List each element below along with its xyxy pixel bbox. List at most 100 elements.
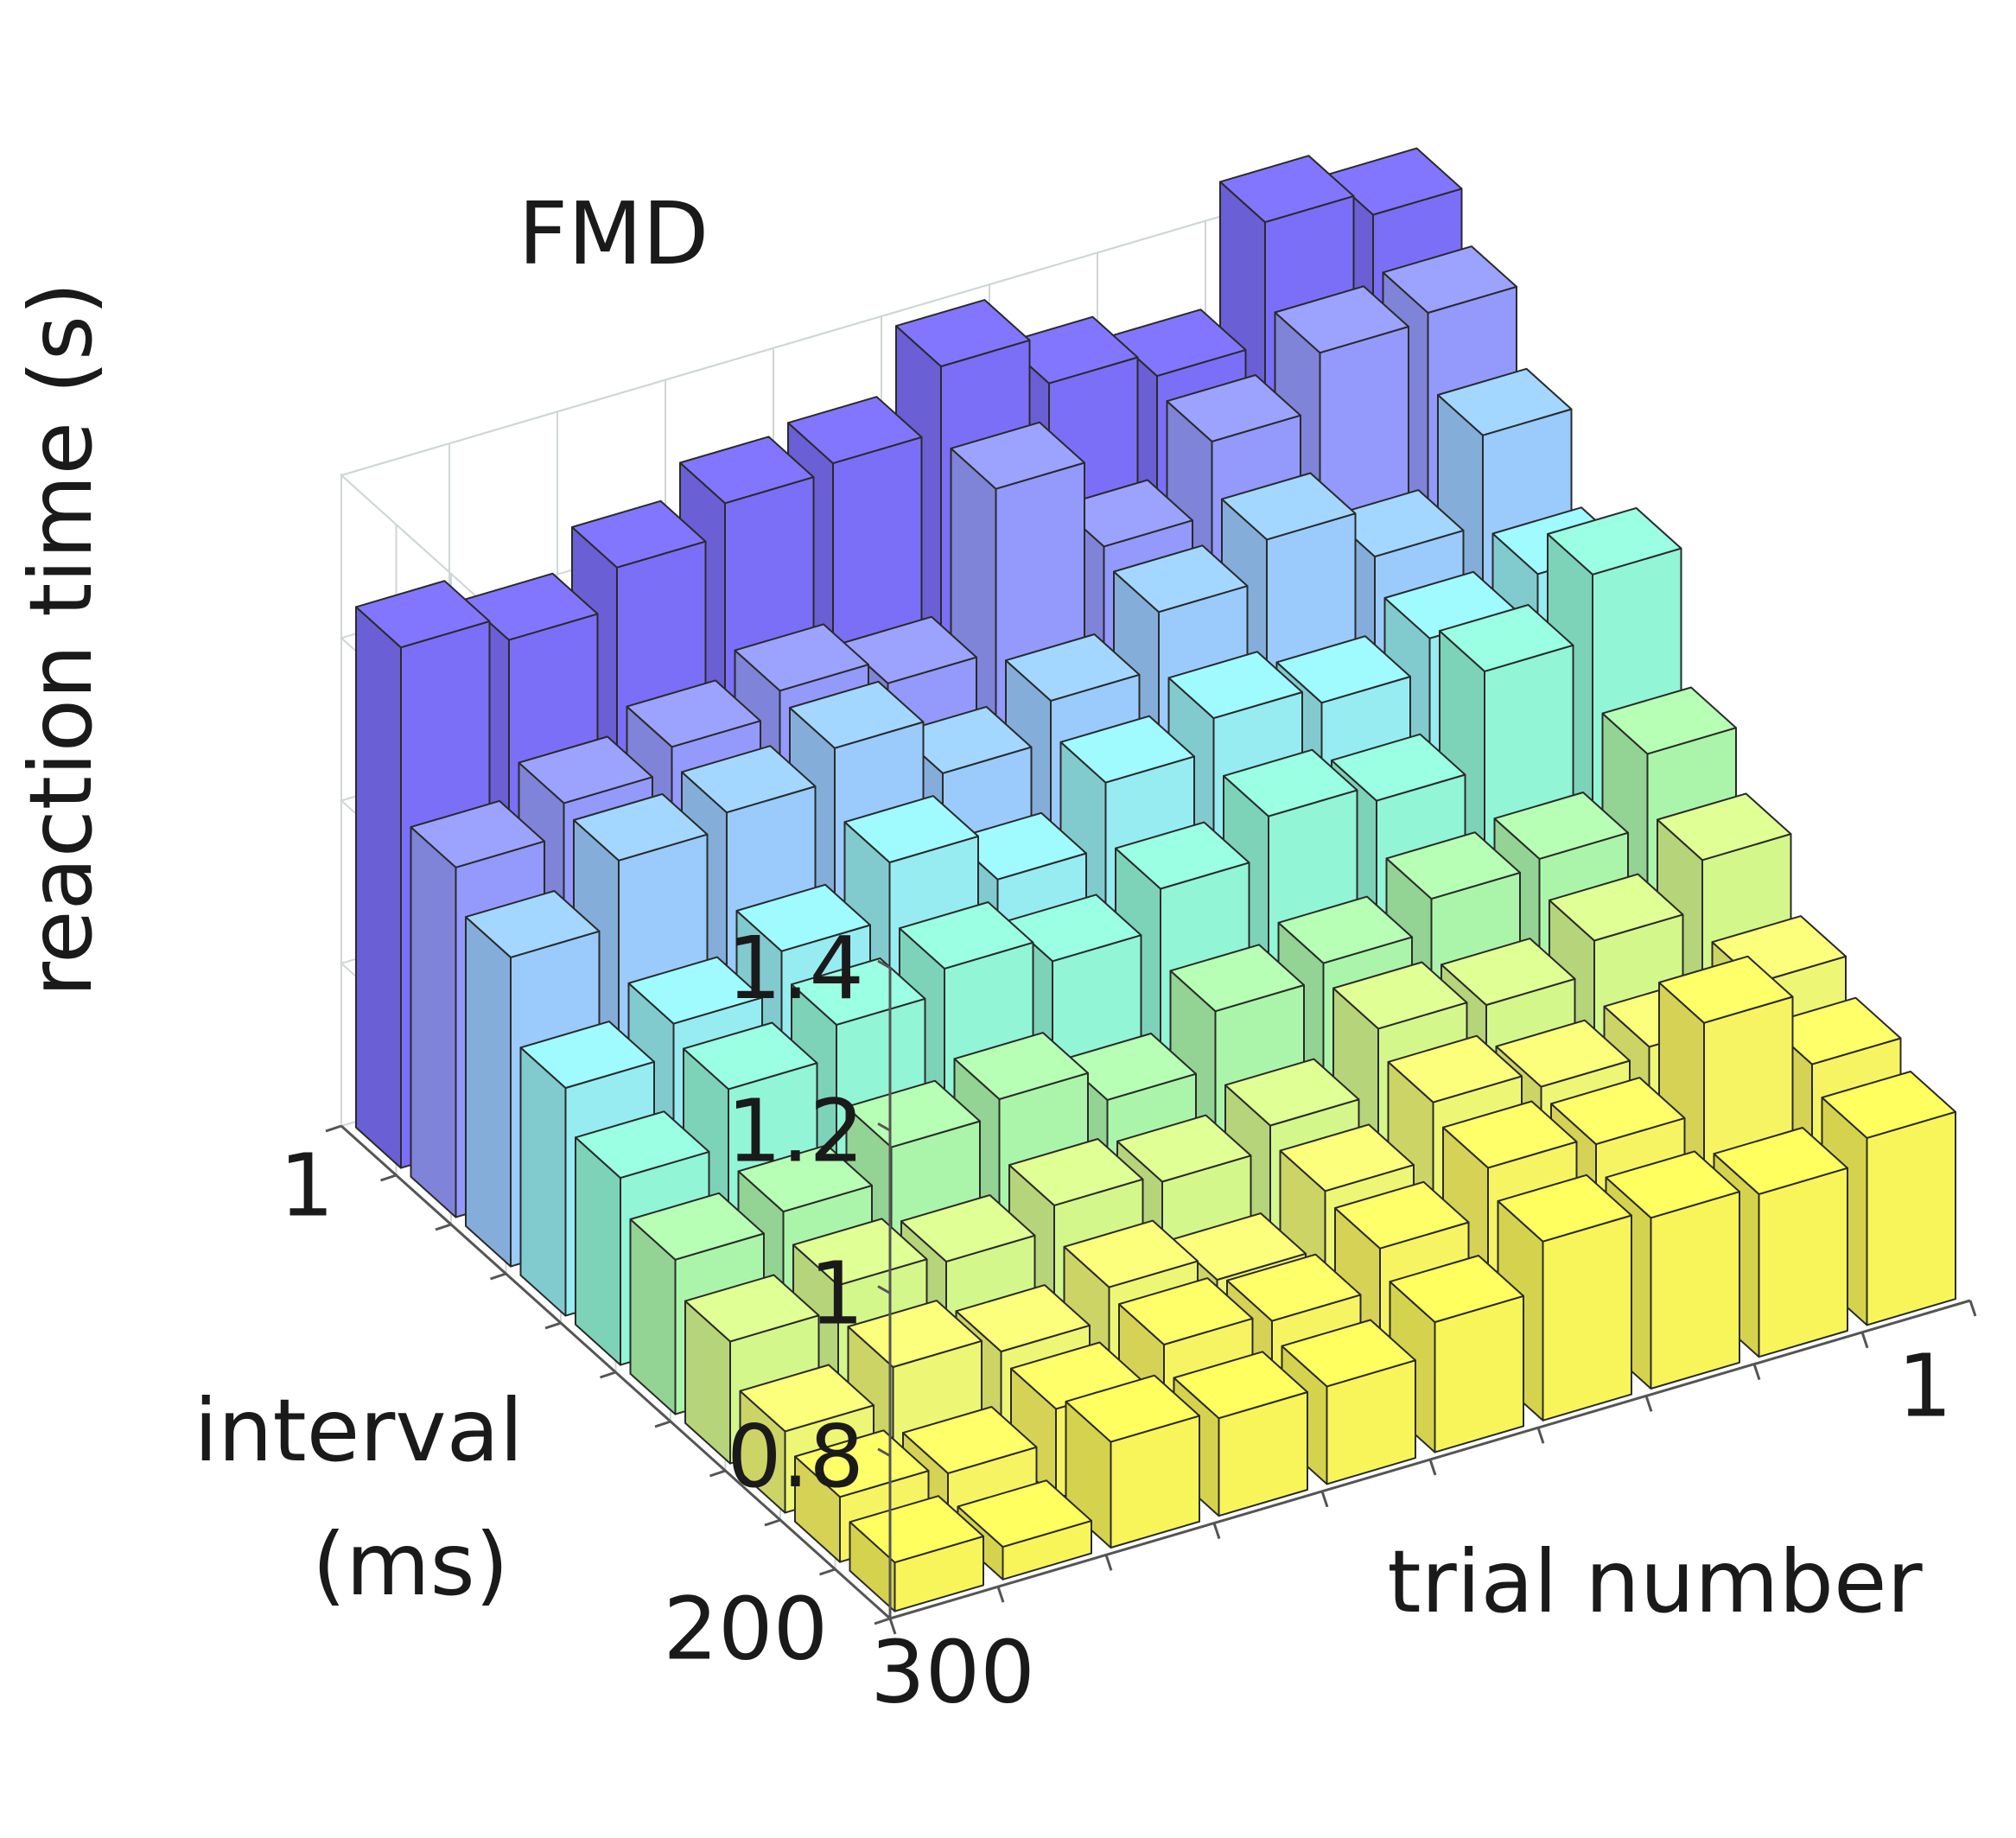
- bar-top-face: [1226, 1253, 1362, 1322]
- x-tick: [1320, 1491, 1329, 1508]
- bar-top-face: [951, 811, 1087, 881]
- bar-top-face: [627, 956, 763, 1025]
- bar-top-face: [679, 436, 815, 505]
- bar-top-face: [684, 1274, 820, 1343]
- y-tick: [764, 1518, 781, 1527]
- bar-top-face: [1219, 155, 1355, 224]
- bar-top-face: [842, 615, 977, 684]
- z-axis-label: reaction time (s): [10, 282, 111, 997]
- bar-top-face: [734, 623, 869, 692]
- bar-top-face: [899, 901, 1034, 970]
- y-tick: [380, 1173, 397, 1182]
- bar-r9-c0: [849, 1495, 984, 1612]
- bar-top-face: [957, 1479, 1092, 1549]
- bar-top-face: [1005, 633, 1141, 702]
- y-tick: [600, 1371, 616, 1379]
- bar-r9-c1: [957, 1479, 1092, 1580]
- bar-top-face: [849, 1495, 984, 1564]
- bar-top-face: [1658, 955, 1794, 1024]
- y-tick: [819, 1568, 836, 1576]
- x-axis-label: trial number: [1387, 1531, 1923, 1632]
- bar-top-face: [1331, 733, 1466, 802]
- bar-top-face: [950, 421, 1085, 490]
- z-tick: [877, 1122, 891, 1132]
- bar-top-face: [573, 792, 709, 862]
- axes-group: [325, 959, 1977, 1635]
- bar-top-face: [1382, 245, 1517, 314]
- bar-top-face: [735, 883, 871, 952]
- bar-top-face: [1821, 1071, 1956, 1139]
- bar-r9-c2: [1065, 1374, 1200, 1549]
- bar-top-face: [1111, 308, 1247, 378]
- bar-top-face: [465, 890, 601, 958]
- bar-top-face: [1713, 1127, 1848, 1195]
- bar-top-face: [897, 705, 1033, 774]
- bar-top-face: [575, 1110, 710, 1180]
- bar-top-face: [1223, 748, 1358, 817]
- y-tick: [435, 1223, 452, 1231]
- bar-top-face: [1334, 1180, 1470, 1250]
- bar-top-face: [1437, 367, 1573, 436]
- x-tick: [888, 1618, 897, 1635]
- z-tick-label: 1.4: [727, 918, 864, 1019]
- bar-top-face: [1497, 1173, 1632, 1243]
- bar-top-face: [1275, 635, 1411, 704]
- x-tick-label: 300: [870, 1622, 1035, 1723]
- bar-top-face: [1224, 1058, 1360, 1127]
- bar-front-face: [1866, 1110, 1956, 1326]
- bar-top-face: [900, 1194, 1036, 1262]
- bar-top-face: [1387, 1034, 1523, 1103]
- y-tick: [325, 1124, 342, 1133]
- z-tick-label: 1: [809, 1243, 864, 1345]
- bar-top-face: [519, 1021, 655, 1089]
- bar-top-face: [1550, 1077, 1686, 1146]
- x-tick: [1968, 1300, 1977, 1317]
- bar-top-face: [902, 1406, 1038, 1474]
- bar-top-face: [1173, 1351, 1308, 1420]
- bar-top-face: [1059, 715, 1195, 784]
- x-tick: [1644, 1395, 1653, 1412]
- bar-top-face: [1549, 873, 1684, 942]
- bar-top-face: [737, 1144, 873, 1213]
- bar-top-face: [1332, 961, 1468, 1030]
- bar-side-face: [519, 1046, 567, 1317]
- bar-top-face: [355, 580, 491, 649]
- bar-front-face: [1650, 1191, 1740, 1390]
- bar-top-face: [1281, 1319, 1416, 1388]
- bar-side-face: [355, 606, 402, 1169]
- bar-top-face: [1007, 894, 1142, 963]
- bar-top-face: [463, 572, 599, 641]
- bar-top-face: [1327, 147, 1463, 216]
- bar-front-face: [1758, 1167, 1848, 1358]
- bar-top-face: [518, 735, 653, 805]
- bar-top-face: [1279, 1123, 1415, 1192]
- y-tick: [654, 1420, 671, 1428]
- bar-top-face: [739, 1364, 874, 1433]
- bar-side-face: [465, 916, 512, 1268]
- bar-top-face: [953, 1032, 1089, 1100]
- y-tick-label: 200: [663, 1579, 828, 1680]
- bar-top-face: [789, 680, 925, 749]
- x-tick-label: 1: [1898, 1335, 1953, 1436]
- bar-top-face: [1061, 1033, 1197, 1101]
- bar-top-face: [1171, 1212, 1307, 1281]
- bar-top-face: [1167, 651, 1303, 720]
- bar-top-face: [571, 499, 707, 569]
- bar-top-face: [1058, 479, 1193, 548]
- bar-top-face: [681, 745, 817, 814]
- bar-top-face: [792, 1218, 928, 1287]
- z-tick: [877, 1285, 891, 1294]
- x-tick: [1752, 1364, 1761, 1381]
- bar-top-face: [1118, 1277, 1254, 1345]
- z-tick: [877, 1447, 891, 1458]
- y-tick: [709, 1469, 726, 1478]
- x-tick: [1536, 1427, 1545, 1444]
- bar-top-face: [1169, 944, 1305, 1013]
- tick-labels: 0.8 1 1.2 1.4 1 200 1 300: [279, 918, 1952, 1723]
- y-tick-label: 1: [279, 1135, 334, 1237]
- bar-front-face: [1542, 1214, 1632, 1421]
- bar-top-face: [1065, 1374, 1200, 1443]
- x-tick: [1860, 1332, 1869, 1349]
- bar-top-face: [1601, 686, 1737, 755]
- x-tick: [1104, 1554, 1113, 1571]
